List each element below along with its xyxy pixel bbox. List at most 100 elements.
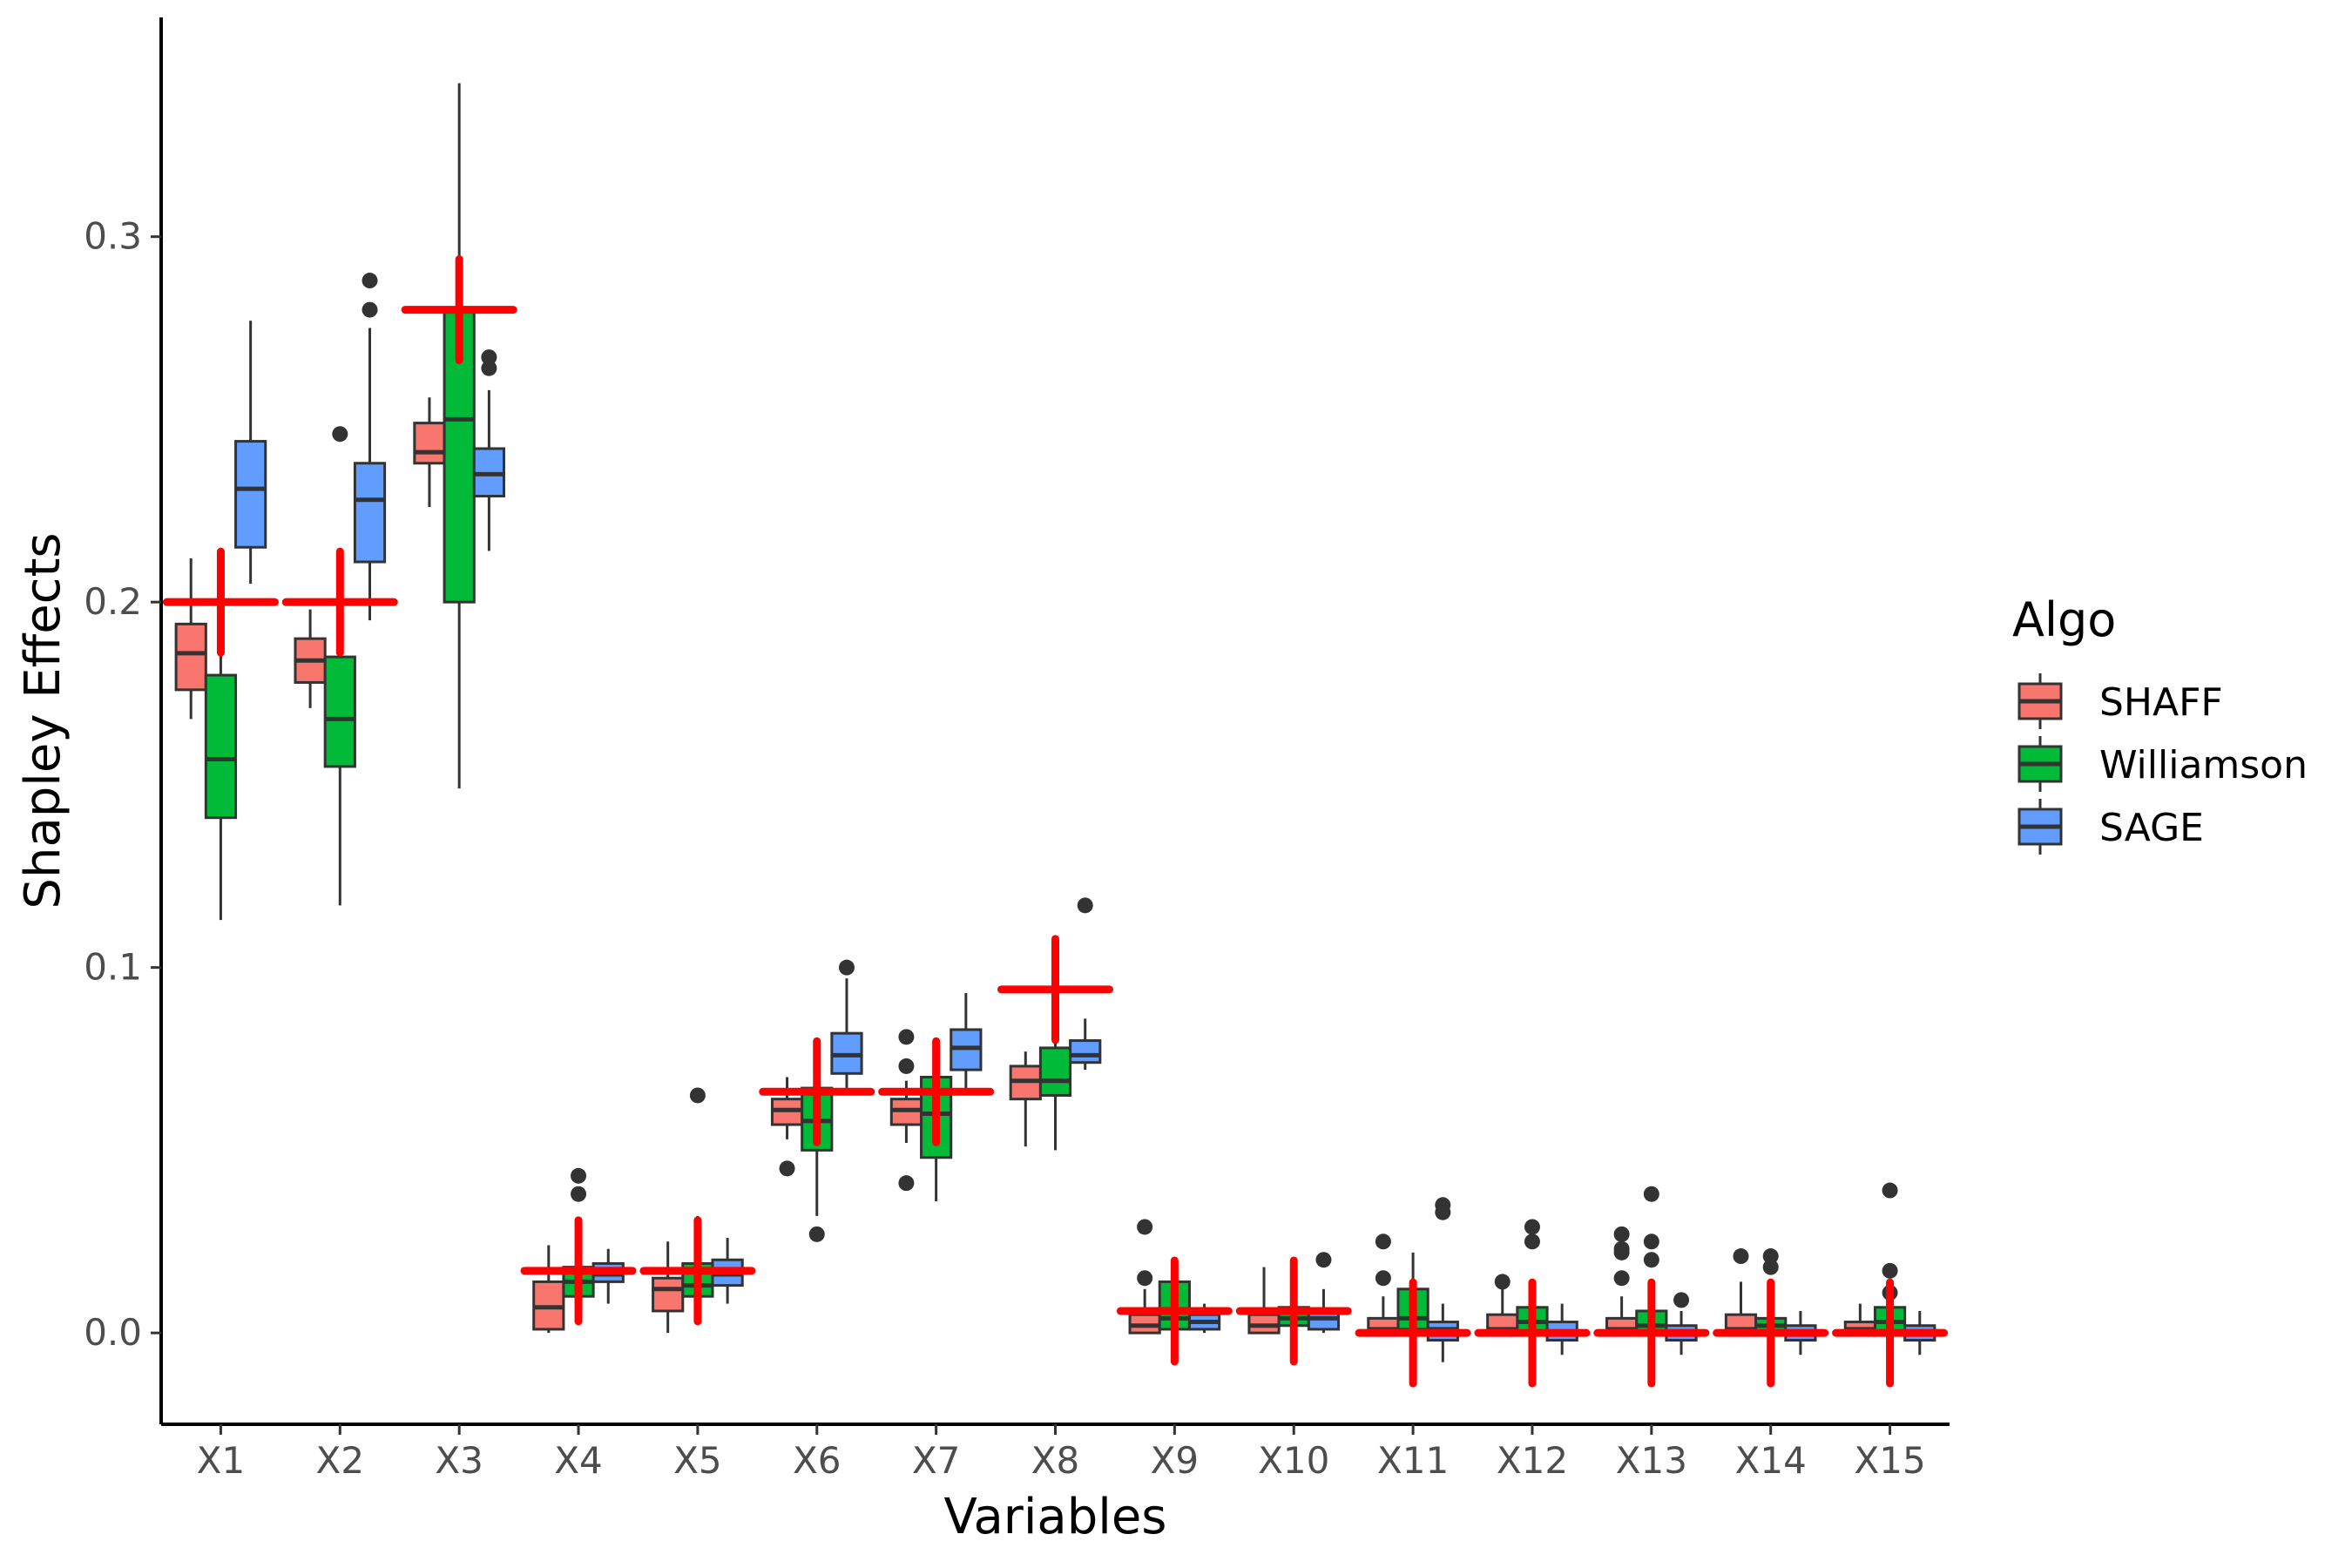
reference-cross-x1 — [162, 547, 279, 657]
outlier-point — [332, 426, 348, 443]
x-tick-label: X6 — [793, 1439, 841, 1482]
reference-cross-x2 — [281, 547, 398, 657]
box-sage-x13 — [1665, 1292, 1698, 1355]
x-tick-label: X10 — [1258, 1439, 1329, 1482]
y-axis-ticks: 0.0 0.1 0.2 0.3 — [84, 215, 161, 1354]
box-shaff-x6 — [770, 1077, 804, 1177]
box-shaff-x14 — [1724, 1248, 1758, 1335]
box-williamson-x1 — [204, 602, 238, 921]
x-tick-label: X15 — [1854, 1439, 1925, 1482]
x-tick-label: X1 — [197, 1439, 246, 1482]
legend-label: SAGE — [2099, 806, 2204, 850]
outlier-point — [1613, 1226, 1630, 1242]
box-sage-x10 — [1307, 1252, 1341, 1334]
box-sage-x8 — [1069, 897, 1102, 1071]
box-sage-x3 — [472, 349, 505, 551]
box-iqr — [1038, 1046, 1072, 1097]
x-tick-label: X14 — [1735, 1439, 1807, 1482]
x-tick-label: X11 — [1377, 1439, 1449, 1482]
outlier-point — [1613, 1244, 1630, 1260]
outlier-point — [1762, 1259, 1779, 1275]
outlier-point — [898, 1058, 915, 1074]
reference-cross-x14 — [1713, 1278, 1829, 1388]
box-shaff-x11 — [1367, 1233, 1400, 1335]
outlier-point — [1643, 1233, 1659, 1250]
outlier-point — [1643, 1252, 1659, 1268]
series-shaff — [174, 397, 1876, 1335]
box-shaff-x7 — [889, 1029, 923, 1192]
legend-item-williamson: Williamson — [2017, 736, 2308, 792]
reference-cross-x12 — [1474, 1278, 1591, 1388]
reference-cross-x6 — [759, 1037, 875, 1146]
outlier-point — [838, 959, 855, 976]
legend-label: SHAFF — [2099, 680, 2223, 725]
outlier-point — [1435, 1204, 1451, 1220]
box-iqr — [652, 1276, 685, 1313]
outlier-point — [1077, 897, 1093, 914]
box-iqr — [413, 422, 446, 465]
box-iqr — [323, 655, 356, 768]
boxplot-series — [174, 83, 1936, 1362]
outlier-point — [1643, 1186, 1659, 1202]
box-williamson-x2 — [323, 426, 356, 906]
reference-cross-x7 — [878, 1037, 995, 1146]
reference-cross-x3 — [401, 255, 517, 365]
y-tick-label: 0.2 — [84, 580, 142, 623]
box-sage-x4 — [591, 1248, 625, 1304]
box-williamson-x8 — [1038, 1029, 1072, 1151]
box-shaff-x9 — [1128, 1219, 1161, 1335]
outlier-point — [1375, 1233, 1391, 1250]
box-shaff-x4 — [532, 1245, 565, 1334]
outlier-point — [1524, 1233, 1540, 1250]
reference-cross-x5 — [639, 1216, 756, 1326]
box-sage-x2 — [353, 273, 387, 621]
outlier-point — [362, 301, 378, 318]
x-axis-title: Variables — [944, 1489, 1167, 1545]
x-tick-label: X2 — [316, 1439, 365, 1482]
reference-cross-x13 — [1593, 1278, 1710, 1388]
x-axis-ticks: X1 X2 X3 X4 X5 X6 X7 X8 X9 X10 X11 X12 X13 X14 X15 — [197, 1424, 1926, 1482]
outlier-point — [898, 1029, 915, 1045]
series-sage — [234, 273, 1936, 1362]
box-iqr — [234, 440, 267, 549]
box-iqr — [1069, 1039, 1102, 1064]
outlier-point — [362, 273, 378, 289]
x-tick-label: X5 — [673, 1439, 722, 1482]
box-shaff-x2 — [294, 609, 327, 708]
box-shaff-x1 — [174, 558, 207, 720]
legend-title: Algo — [2012, 592, 2116, 647]
outlier-point — [1882, 1182, 1898, 1199]
legend-label: Williamson — [2099, 743, 2308, 787]
box-shaff-x15 — [1843, 1303, 1876, 1335]
box-sage-x1 — [234, 321, 267, 585]
outlier-point — [1733, 1248, 1749, 1265]
y-axis-title: Shapley Effects — [15, 532, 71, 909]
legend: Algo SHAFF Williamson SAGE — [2012, 592, 2308, 855]
y-tick-label: 0.0 — [84, 1311, 142, 1354]
outlier-point — [1375, 1270, 1391, 1287]
outlier-point — [571, 1167, 587, 1184]
outlier-point — [779, 1160, 795, 1177]
reference-cross-x15 — [1832, 1278, 1949, 1388]
box-williamson-x11 — [1396, 1252, 1429, 1334]
box-shaff-x10 — [1247, 1267, 1281, 1335]
box-sage-x7 — [950, 993, 983, 1089]
box-iqr — [174, 622, 207, 692]
reference-cross-x8 — [997, 935, 1113, 1044]
box-shaff-x8 — [1009, 1051, 1042, 1147]
outlier-point — [689, 1087, 706, 1104]
outlier-point — [1315, 1252, 1332, 1268]
box-shaff-x3 — [413, 397, 446, 508]
outlier-point — [481, 349, 497, 366]
outlier-point — [571, 1186, 587, 1202]
box-shaff-x5 — [652, 1241, 685, 1334]
outlier-point — [898, 1175, 915, 1192]
x-tick-label: X8 — [1031, 1439, 1080, 1482]
outlier-point — [1613, 1270, 1630, 1287]
outlier-point — [1137, 1219, 1153, 1235]
x-tick-label: X13 — [1616, 1439, 1687, 1482]
box-sage-x11 — [1426, 1197, 1459, 1362]
outlier-point — [1762, 1248, 1779, 1265]
outlier-point — [808, 1226, 825, 1242]
y-tick-label: 0.1 — [84, 946, 142, 989]
